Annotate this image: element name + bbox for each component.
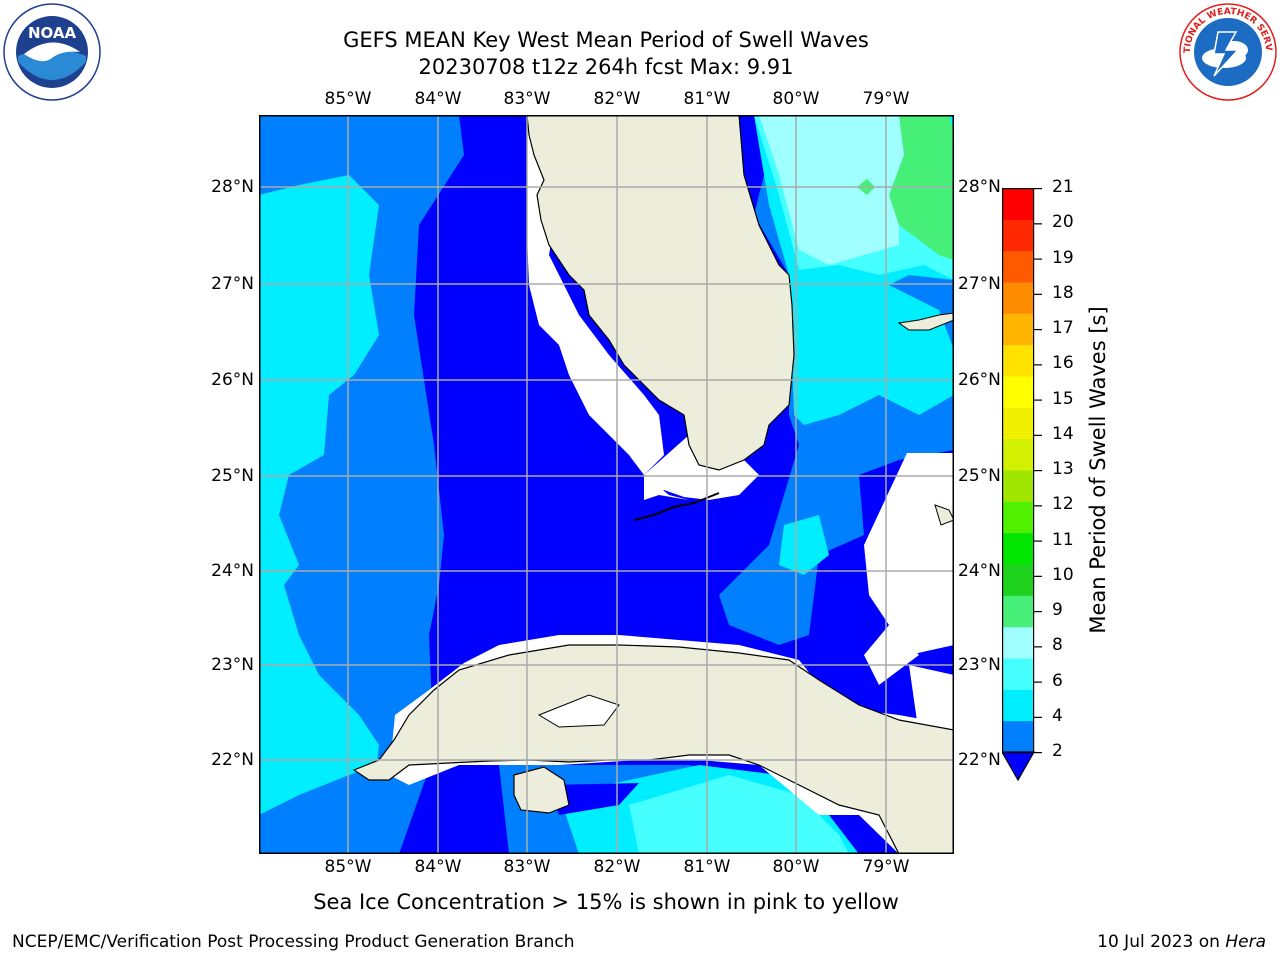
graticule (259, 115, 954, 854)
lat-tick-left: 28°N (211, 177, 254, 197)
colorbar-segment (1002, 250, 1034, 283)
colorbar-tick-label: 9 (1052, 600, 1063, 620)
colorbar-segment (1002, 188, 1034, 220)
colorbar-segment (1002, 564, 1034, 596)
lat-tick-right: 26°N (958, 370, 1001, 390)
lon-tick-top: 83°W (503, 89, 551, 109)
florida-keys (633, 492, 720, 521)
lat-tick-left: 22°N (211, 750, 254, 770)
colorbar-under-triangle (1002, 751, 1036, 782)
colorbar-segment (1002, 689, 1034, 722)
no-data-east-strip (864, 625, 919, 685)
national-weather-service-logo: NATIONAL WEATHER SERVICE (1178, 2, 1277, 101)
colorbar-tick-marks (1034, 188, 1042, 754)
colorbar-segment (1002, 658, 1034, 690)
lon-tick-top: 81°W (683, 89, 731, 109)
lat-tick-right: 22°N (958, 750, 1001, 770)
colorbar-segment (1002, 595, 1034, 628)
lon-tick-top: 85°W (324, 89, 372, 109)
colorbar-segment (1002, 720, 1034, 753)
colorbar-tick-label: 6 (1052, 670, 1063, 691)
contour-4-6-west (259, 175, 379, 815)
noaa-logo: NOAA (3, 3, 101, 101)
colorbar-segment (1002, 470, 1034, 502)
colorbar-tick-label: 16 (1052, 353, 1074, 374)
map-subtitle: 20230708 t12z 264h fcst Max: 9.91 (418, 55, 794, 79)
colorbar-segment (1002, 219, 1034, 252)
map-frame (259, 115, 954, 854)
footer-timestamp: 10 Jul 2023 on Hera (1097, 932, 1266, 952)
no-data-gulf-coast (527, 115, 689, 500)
lat-tick-left: 25°N (211, 466, 254, 486)
contour-4-6-straits (779, 515, 829, 575)
lon-tick-bottom: 81°W (683, 857, 731, 877)
contour-4-6-west-blob (259, 685, 319, 727)
map-title: GEFS MEAN Key West Mean Period of Swell … (343, 28, 869, 52)
colorbar-tick-label: 12 (1052, 494, 1074, 515)
lon-tick-top: 79°W (862, 89, 910, 109)
cuba-south-coast-water (537, 694, 620, 728)
lat-tick-right: 23°N (958, 655, 1001, 675)
svg-text:NOAA: NOAA (28, 24, 77, 42)
colorbar-tick-label: 4 (1052, 705, 1063, 726)
colorbar-tick-label: 20 (1052, 212, 1074, 233)
lat-tick-left: 26°N (211, 370, 254, 390)
lon-tick-top: 80°W (772, 89, 820, 109)
colorbar-tick-label: 17 (1052, 318, 1074, 338)
lon-tick-bottom: 85°W (324, 857, 372, 877)
colorbar-tick-label: 14 (1052, 423, 1074, 444)
colorbar-segment (1002, 282, 1034, 314)
footer-host: Hera (1225, 932, 1266, 952)
no-data-keys (644, 435, 759, 500)
florida-land (526, 115, 795, 471)
lat-tick-left: 23°N (211, 655, 254, 675)
colorbar-segment (1002, 376, 1034, 408)
colorbar-tick-label: 13 (1052, 459, 1074, 479)
sea-ice-note: Sea Ice Concentration > 15% is shown in … (313, 890, 899, 914)
footer-date: 10 Jul 2023 on (1097, 932, 1226, 952)
lat-tick-left: 24°N (211, 561, 254, 581)
lat-tick-right: 27°N (958, 274, 1001, 294)
colorbar-segment (1002, 344, 1034, 377)
colorbar (1002, 188, 1042, 782)
lon-tick-bottom: 79°W (862, 857, 910, 877)
lon-tick-top: 82°W (593, 89, 641, 109)
lon-tick-bottom: 80°W (772, 857, 820, 877)
colorbar-tick-label: 10 (1052, 564, 1074, 585)
lat-tick-right: 28°N (958, 177, 1001, 197)
colorbar-segments (1002, 188, 1034, 753)
bahamas-andros (934, 504, 954, 526)
colorbar-tick-label: 11 (1052, 529, 1074, 550)
lon-tick-bottom: 83°W (503, 857, 551, 877)
colorbar-segment (1002, 313, 1034, 346)
lon-tick-bottom: 84°W (414, 857, 462, 877)
colorbar-frame (1002, 188, 1035, 754)
contour-6-8-south (629, 775, 849, 854)
colorbar-segment (1002, 407, 1034, 440)
grand-bahama-island (897, 312, 954, 331)
lat-tick-right: 25°N (958, 466, 1001, 486)
colorbar-tick-label: 21 (1052, 177, 1074, 197)
colorbar-segment (1002, 438, 1034, 471)
footer-producer: NCEP/EMC/Verification Post Processing Pr… (12, 932, 575, 952)
colorbar-tick-label: 2 (1052, 741, 1063, 761)
lon-tick-top: 84°W (414, 89, 462, 109)
swell-period-map (259, 115, 954, 854)
colorbar-tick-label: 8 (1052, 635, 1063, 656)
colorbar-segment (1002, 501, 1034, 534)
lon-tick-bottom: 82°W (593, 857, 641, 877)
lat-tick-left: 27°N (211, 274, 254, 294)
lat-tick-right: 24°N (958, 561, 1001, 581)
colorbar-segment (1002, 626, 1034, 659)
colorbar-tick-label: 18 (1052, 282, 1074, 303)
colorbar-label: Mean Period of Swell Waves [s] (1086, 306, 1110, 634)
colorbar-tick-label: 19 (1052, 247, 1074, 268)
colorbar-tick-label: 15 (1052, 388, 1074, 409)
colorbar-segment (1002, 532, 1034, 565)
